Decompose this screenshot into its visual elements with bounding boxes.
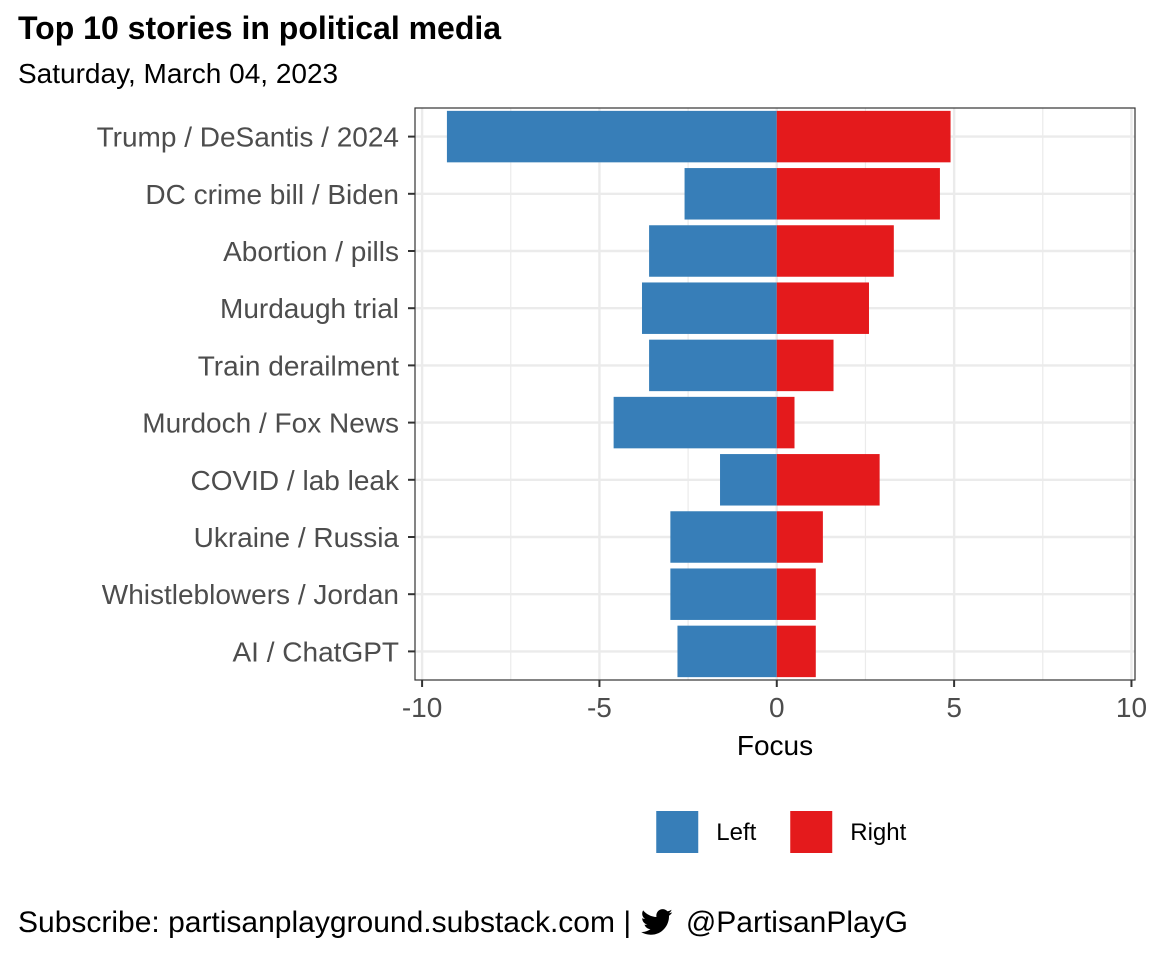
bar-left	[720, 454, 777, 506]
y-tick-label: AI / ChatGPT	[233, 636, 400, 667]
legend: Left Right	[656, 811, 907, 853]
bar-right	[776, 110, 951, 163]
panel-border	[414, 107, 1136, 681]
bar-left	[677, 625, 777, 678]
bar-left	[649, 225, 777, 277]
legend-key-right	[790, 811, 833, 853]
footer: Subscribe: partisanplayground.substack.c…	[18, 906, 908, 944]
twitter-bird-icon	[641, 909, 673, 944]
bar-right	[776, 568, 816, 620]
x-tick-label: -5	[587, 692, 612, 723]
x-axis: -10 -5 0 5 10	[402, 680, 1147, 723]
x-tick-label: 5	[946, 692, 962, 723]
y-tick-label: DC crime bill / Biden	[145, 179, 399, 210]
bar-left	[446, 110, 777, 163]
bar-left	[670, 568, 777, 620]
y-tick-label: COVID / lab leak	[190, 465, 400, 496]
x-axis-title: Focus	[737, 730, 813, 761]
subscribe-text: Subscribe: partisanplayground.substack.c…	[18, 906, 632, 939]
y-tick-label: Ukraine / Russia	[194, 522, 400, 553]
y-axis: Trump / DeSantis / 2024 DC crime bill / B…	[97, 122, 415, 667]
bar-right	[776, 339, 834, 392]
legend-label-left: Left	[716, 819, 756, 846]
legend-key-left	[656, 811, 699, 853]
chart-subtitle: Saturday, March 04, 2023	[18, 58, 339, 89]
bar-left	[670, 511, 777, 563]
y-tick-label: Abortion / pills	[223, 236, 399, 267]
chart-title: Top 10 stories in political media	[18, 10, 502, 46]
x-tick-label: -10	[402, 692, 442, 723]
bar-right	[776, 225, 894, 277]
legend-label-right: Right	[850, 819, 906, 846]
x-tick-label: 0	[769, 692, 785, 723]
bar-right	[776, 454, 880, 506]
y-tick-label: Train derailment	[198, 350, 399, 381]
bars	[446, 110, 951, 678]
bar-left	[684, 168, 777, 220]
bar-left	[613, 396, 777, 449]
y-tick-label: Trump / DeSantis / 2024	[97, 122, 399, 153]
x-tick-label: 10	[1116, 692, 1147, 723]
bar-right	[776, 625, 816, 678]
bar-right	[776, 168, 940, 220]
bar-left	[649, 339, 777, 392]
bar-right	[776, 396, 795, 449]
bar-right	[776, 511, 823, 563]
y-tick-label: Murdaugh trial	[220, 293, 399, 324]
twitter-handle: @PartisanPlayG	[685, 906, 909, 939]
bar-chart: Trump / DeSantis / 2024 DC crime bill / B…	[97, 107, 1147, 853]
bar-left	[641, 282, 777, 334]
y-tick-label: Whistleblowers / Jordan	[102, 579, 399, 610]
bar-right	[776, 282, 869, 334]
y-tick-label: Murdoch / Fox News	[142, 408, 399, 439]
